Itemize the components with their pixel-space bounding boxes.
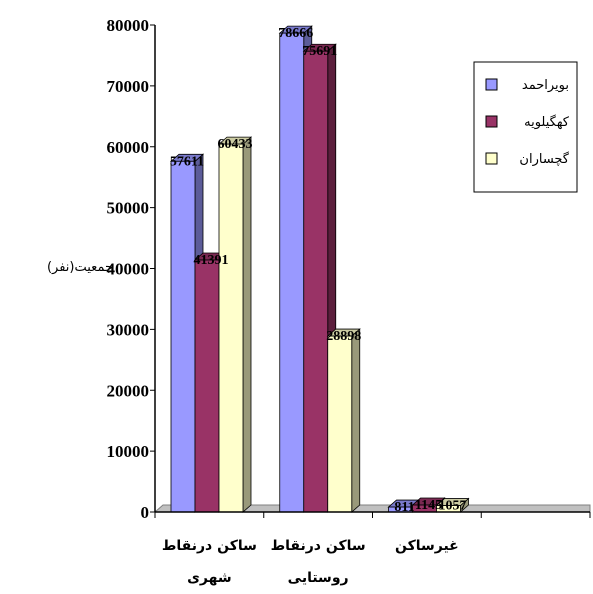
- category-label: ساکن درنقاط: [271, 538, 366, 554]
- bar-group: [387, 497, 470, 513]
- bar: [217, 136, 253, 513]
- legend-item: بویراحمد: [485, 78, 569, 93]
- data-label: 28898: [326, 329, 361, 344]
- bar: [435, 497, 470, 513]
- bar-front: [170, 160, 196, 513]
- y-tick-label: 30000: [107, 320, 150, 339]
- bar-front: [218, 143, 244, 513]
- legend: بویراحمد کهگیلویه گچساران: [473, 61, 578, 193]
- y-axis-label: جمعیت(نفر): [47, 260, 113, 275]
- y-tick-label: 10000: [107, 442, 150, 461]
- bar-front: [303, 50, 329, 513]
- y-tick-label: 70000: [107, 77, 150, 96]
- y-tick-label: 20000: [107, 381, 150, 400]
- y-tick-label: 0: [141, 503, 150, 522]
- bar-front: [327, 335, 353, 513]
- legend-label: کهگیلویه: [524, 114, 570, 130]
- data-labels: 57611 41391 60433 78666 75691 28898 811 1145105…: [170, 26, 467, 515]
- y-tick-label: 60000: [107, 138, 150, 157]
- data-label: 41391: [194, 253, 229, 268]
- legend-swatch: [485, 115, 498, 128]
- bar-group: [278, 25, 361, 513]
- bar-front: [194, 259, 220, 513]
- category-labels: ساکن درنقاط شهری ساکن درنقاط روستایی غیرساکن: [162, 538, 459, 586]
- bar: [326, 328, 361, 513]
- category-label: ساکن درنقاط: [162, 538, 257, 554]
- data-label: 60433: [218, 137, 253, 152]
- y-tick-label: 40000: [107, 260, 150, 279]
- bar-front: [279, 32, 305, 513]
- legend-label: گچساران: [519, 151, 569, 167]
- data-label: 1057: [439, 499, 467, 514]
- y-tick-labels: 0 10000 20000 30000 40000 50000 60000 70000 8000…: [107, 16, 150, 522]
- data-label: 57611: [170, 154, 204, 169]
- legend-label: بویراحمد: [522, 78, 569, 93]
- data-label: 1145: [415, 498, 442, 513]
- data-label: 75691: [302, 44, 337, 59]
- y-tick-label: 80000: [107, 16, 150, 35]
- category-label: شهری: [187, 570, 232, 586]
- bar-groups: [169, 25, 470, 513]
- data-label: 811: [394, 500, 414, 515]
- y-tick-label: 50000: [107, 199, 150, 218]
- legend-item: کهگیلویه: [485, 114, 570, 130]
- legend-swatch: [485, 78, 498, 91]
- bar-side: [242, 136, 252, 513]
- data-label: 78666: [278, 26, 313, 41]
- bar-side: [351, 328, 361, 513]
- legend-swatch: [485, 152, 498, 165]
- category-label: غیرساکن: [395, 538, 459, 554]
- legend-item: گچساران: [485, 151, 570, 167]
- axes: [150, 24, 591, 518]
- bar-group: [169, 136, 253, 513]
- category-label: روستایی: [288, 570, 349, 586]
- bar: [302, 43, 337, 513]
